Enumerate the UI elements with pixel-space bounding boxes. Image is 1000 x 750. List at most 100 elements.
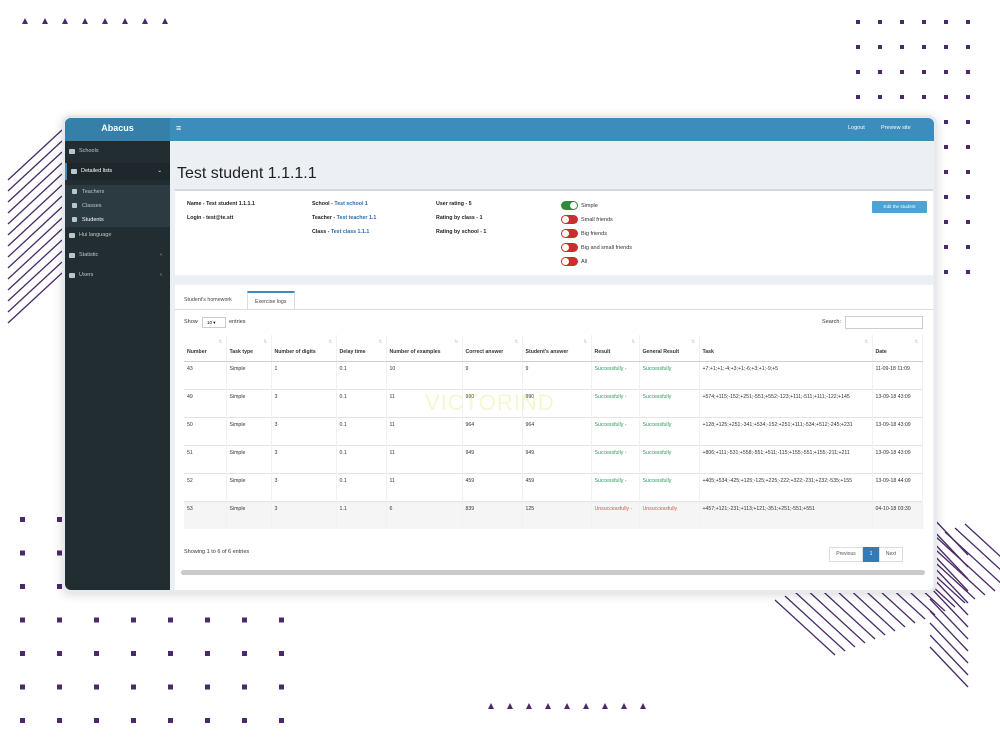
menu-arrow: ⌄ bbox=[157, 168, 162, 174]
column-header[interactable]: General Result bbox=[639, 335, 700, 362]
ornament bbox=[7, 129, 63, 181]
tab[interactable]: Exercise logs bbox=[247, 291, 295, 309]
menu-icon bbox=[72, 217, 77, 222]
search-input[interactable] bbox=[845, 316, 923, 329]
ornament bbox=[966, 220, 970, 224]
column-header[interactable]: Delay time bbox=[336, 335, 387, 362]
ornament bbox=[856, 45, 860, 49]
column-header[interactable]: Student's answer bbox=[522, 335, 592, 362]
ornament bbox=[944, 45, 948, 49]
ornament bbox=[142, 18, 148, 24]
teacher-link[interactable]: Test teacher 1.1 bbox=[336, 215, 377, 221]
table-cell: 0.1 bbox=[336, 388, 387, 417]
ornament bbox=[242, 617, 247, 623]
menu-arrow: ‹ bbox=[160, 272, 162, 278]
ornament bbox=[242, 718, 247, 723]
ornament bbox=[944, 270, 948, 274]
table-cell: 949 bbox=[462, 444, 523, 473]
table-cell: 964 bbox=[522, 416, 592, 445]
table-cell: +128;+125;+251;-341;+534;-152;+251;+111;… bbox=[699, 416, 873, 445]
toggle[interactable]: Small friends bbox=[561, 215, 613, 225]
table-cell: Simple bbox=[226, 416, 272, 445]
menu-item[interactable]: Teachers bbox=[65, 185, 170, 199]
switch bbox=[561, 201, 578, 210]
column-header[interactable]: Task bbox=[699, 335, 873, 362]
menu-item[interactable]: Schools bbox=[65, 143, 170, 160]
ornament bbox=[944, 220, 948, 224]
ornament bbox=[20, 550, 25, 556]
ornament bbox=[774, 599, 836, 656]
class-link[interactable]: Test class 1.1.1 bbox=[330, 229, 370, 235]
table-cell: 11 bbox=[386, 472, 463, 501]
ornament bbox=[20, 617, 25, 623]
ornament bbox=[7, 206, 63, 258]
column-header[interactable]: Correct answer bbox=[462, 335, 523, 362]
menu-item[interactable]: Users ‹ bbox=[65, 267, 170, 284]
column-header[interactable]: Number bbox=[184, 335, 227, 362]
toggle[interactable]: Big friends bbox=[561, 229, 607, 239]
toggle[interactable]: All bbox=[561, 257, 587, 267]
column-header[interactable]: Number of examples bbox=[386, 335, 463, 362]
topbar: ≡ Logout Preview site bbox=[170, 118, 934, 141]
menu-label: Teachers bbox=[82, 189, 105, 195]
column-header[interactable]: Date bbox=[872, 335, 923, 362]
ornament bbox=[7, 151, 63, 203]
edit-button[interactable]: Edit the student bbox=[872, 201, 927, 213]
ornament bbox=[966, 195, 970, 199]
sidebar: Schools Detailed lists ⌄ Teachers Classes Stu… bbox=[65, 118, 170, 590]
ornament bbox=[964, 523, 1000, 557]
rating-school: Rating by school - 1 bbox=[436, 229, 487, 235]
ornament bbox=[7, 173, 63, 225]
logout-link[interactable]: Logout bbox=[848, 125, 865, 131]
table-cell: Simple bbox=[226, 472, 272, 501]
toggle[interactable]: Simple bbox=[561, 201, 598, 211]
ornament bbox=[944, 245, 948, 249]
table-cell: 990 bbox=[462, 388, 523, 417]
table-cell: +806;+111;-531;+558;-551;+511;-115;+155;… bbox=[699, 444, 873, 473]
knob bbox=[570, 202, 577, 209]
column-header[interactable]: Number of digits bbox=[271, 335, 337, 362]
table-cell: 3 bbox=[271, 444, 337, 473]
ornament bbox=[794, 591, 856, 648]
page-button[interactable]: 1 bbox=[863, 547, 879, 562]
table-row: 51 Simple 3 0.1 11 949 949 Successfully - Succes… bbox=[184, 444, 923, 473]
preview-link[interactable]: Preview site bbox=[881, 125, 911, 131]
user-rating: User rating - 5 bbox=[436, 201, 472, 207]
ornament bbox=[168, 617, 173, 623]
ornament bbox=[564, 703, 570, 709]
ornament bbox=[82, 18, 88, 24]
column-header[interactable]: Result bbox=[591, 335, 640, 362]
column-header[interactable]: Task type bbox=[226, 335, 272, 362]
menu-item[interactable]: Detailed lists ⌄ bbox=[65, 163, 170, 180]
scrollbar[interactable] bbox=[181, 570, 925, 575]
table-cell: 10 bbox=[386, 360, 463, 389]
ornament bbox=[545, 703, 551, 709]
prev-button[interactable]: Previous bbox=[829, 547, 863, 562]
ornament bbox=[966, 270, 970, 274]
table-cell: 49 bbox=[184, 388, 227, 417]
table-cell: 11 bbox=[386, 444, 463, 473]
tab[interactable]: Student's homework bbox=[184, 297, 232, 303]
ornament bbox=[7, 239, 63, 291]
table-cell: Simple bbox=[226, 500, 272, 529]
table-cell: Successfully bbox=[639, 444, 700, 473]
menu-item[interactable]: Hui language bbox=[65, 227, 170, 244]
table-cell: Successfully - bbox=[591, 444, 640, 473]
page-size-select[interactable]: 10 ▾ bbox=[202, 317, 226, 328]
table-cell: 11 bbox=[386, 416, 463, 445]
menu-item[interactable]: Statistic ‹ bbox=[65, 247, 170, 264]
next-button[interactable]: Next bbox=[879, 547, 903, 562]
log-table: NumberTask typeNumber of digitsDelay tim… bbox=[184, 335, 923, 529]
ornament bbox=[944, 120, 948, 124]
toggle[interactable]: Big and small friends bbox=[561, 243, 632, 253]
school-link[interactable]: Test school 1 bbox=[334, 201, 368, 207]
menu-item[interactable]: Classes bbox=[65, 199, 170, 213]
brand[interactable]: Abacus bbox=[65, 118, 170, 141]
menu-toggle[interactable]: ≡ bbox=[176, 123, 182, 133]
ornament bbox=[7, 162, 63, 214]
menu-item[interactable]: Students bbox=[65, 213, 170, 227]
ornament bbox=[94, 684, 99, 690]
menu-label: Statistic bbox=[79, 252, 99, 258]
ornament bbox=[131, 617, 136, 623]
